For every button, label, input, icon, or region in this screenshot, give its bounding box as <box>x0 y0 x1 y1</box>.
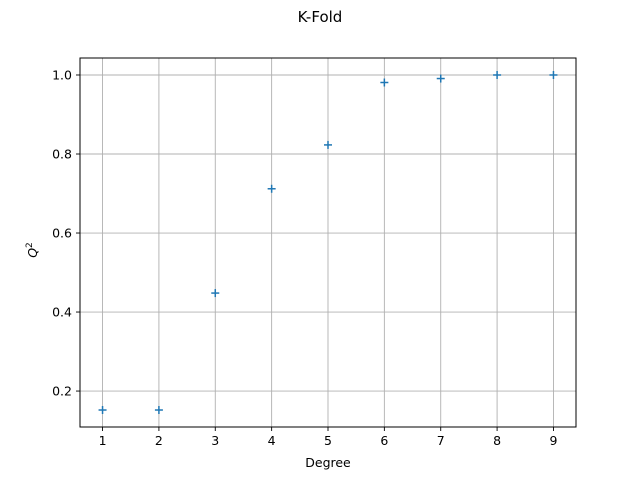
data-point <box>380 78 389 87</box>
data-point <box>493 70 502 79</box>
y-tick-label: 0.2 <box>52 384 72 399</box>
grid <box>80 58 576 427</box>
x-tick-label: 9 <box>549 433 557 448</box>
data-point <box>436 74 445 83</box>
y-tick-label: 0.6 <box>52 226 72 241</box>
data-point <box>154 406 163 415</box>
data-point <box>324 140 332 149</box>
x-tick-label: 3 <box>211 433 219 448</box>
y-tick-label: 1.0 <box>52 67 72 82</box>
data-point <box>267 184 276 193</box>
data-point <box>549 70 558 79</box>
ticks: 1 2 3 4 5 6 7 8 9 0.2 0.4 0.6 0.8 1.0 <box>52 67 557 448</box>
x-tick-label: 4 <box>268 433 276 448</box>
x-tick-label: 5 <box>324 433 332 448</box>
chart-title: K-Fold <box>298 8 343 26</box>
y-tick-label: 0.8 <box>52 147 72 162</box>
x-tick-label: 1 <box>99 433 107 448</box>
x-tick-label: 2 <box>155 433 163 448</box>
y-axis-label: Q2 <box>25 242 40 258</box>
x-tick-label: 7 <box>437 433 445 448</box>
y-tick-label: 0.4 <box>52 305 72 320</box>
y-axis-label-base: Q <box>25 248 40 258</box>
y-axis-label-superscript: 2 <box>25 242 35 248</box>
data-point <box>211 289 220 298</box>
x-tick-label: 6 <box>380 433 388 448</box>
data-points <box>98 70 558 415</box>
x-tick-label: 8 <box>493 433 501 448</box>
data-point <box>98 406 107 415</box>
x-axis-label: Degree <box>305 455 351 470</box>
